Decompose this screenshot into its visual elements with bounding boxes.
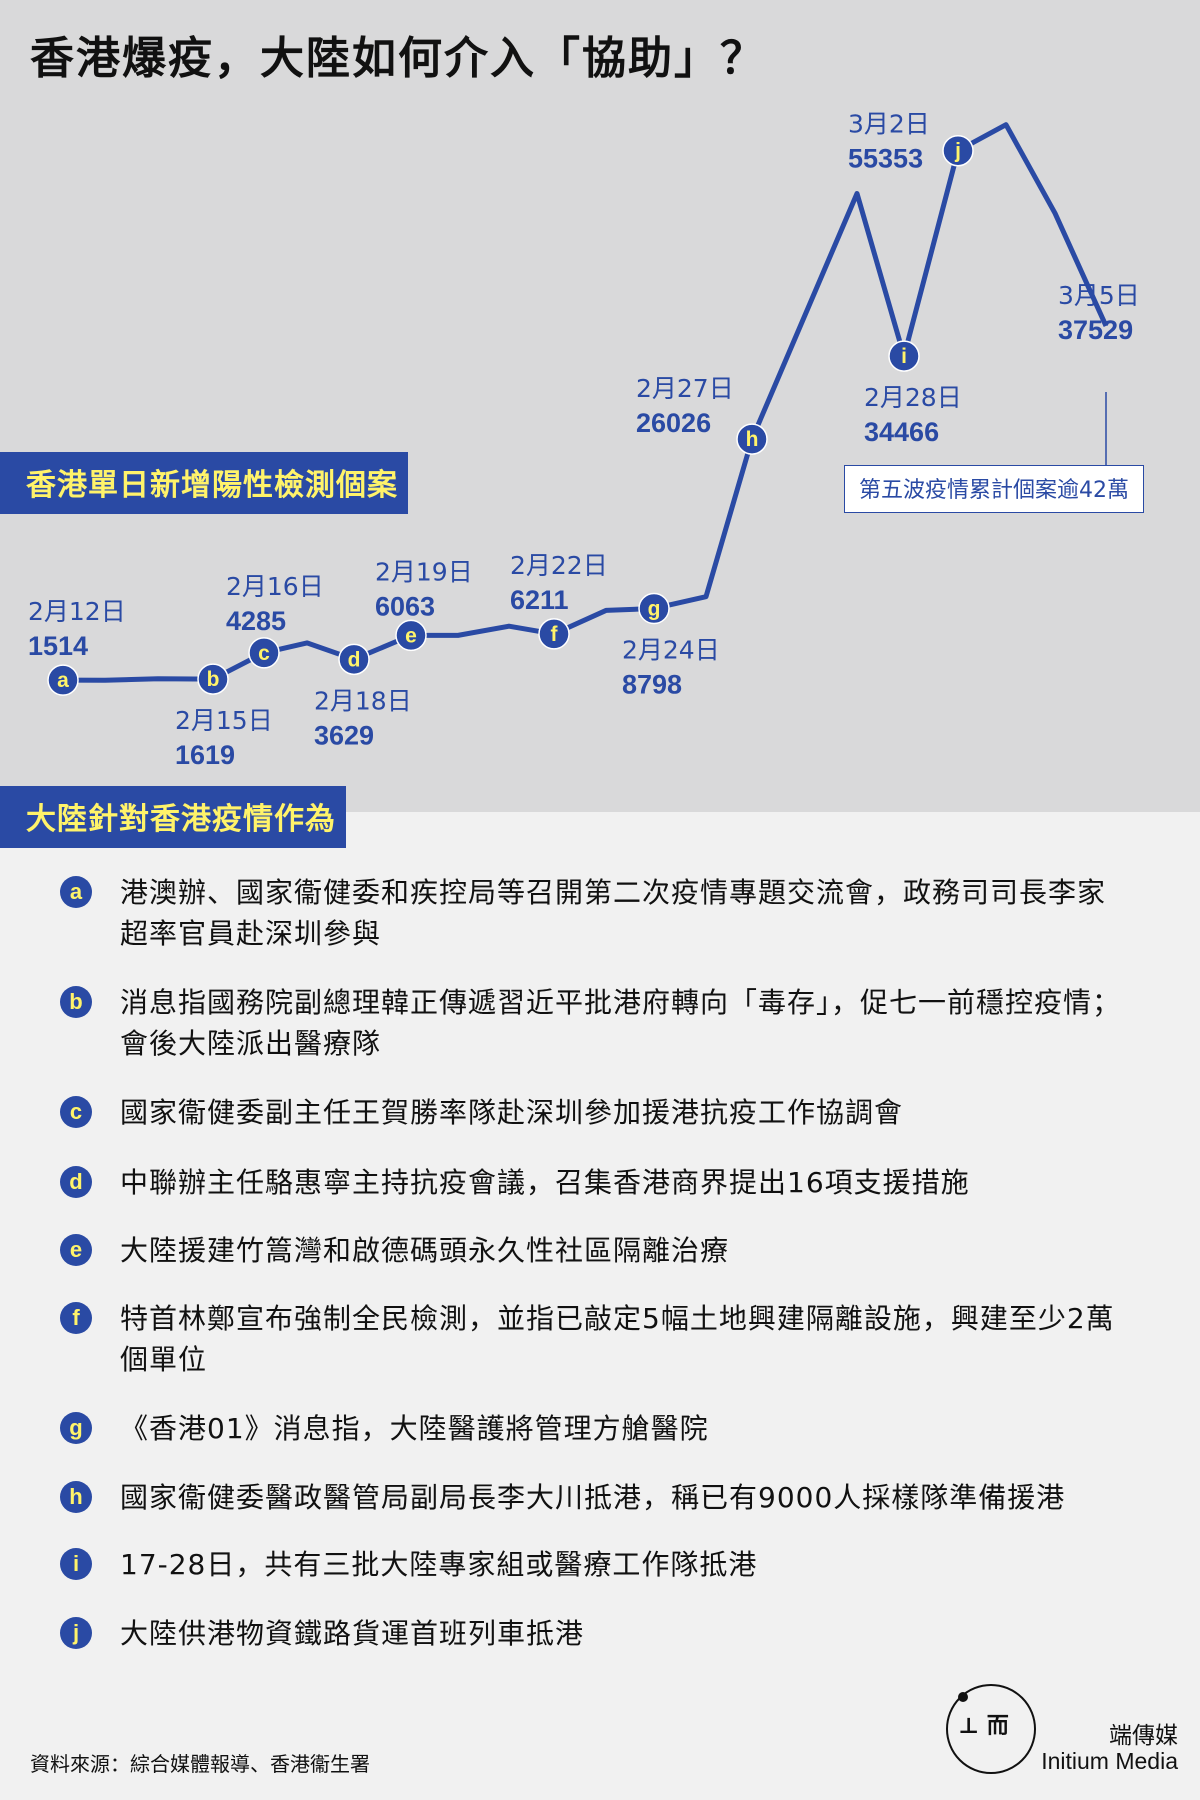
svg-text:a: a [57,669,69,692]
data-label-date: 2月15日 [175,706,273,735]
event-item-e: e 大陸援建竹篙灣和啟德碼頭永久性社區隔離治療 [60,1230,1140,1271]
event-item-j: j 大陸供港物資鐵路貨運首班列車抵港 [60,1613,1140,1654]
data-label-value: 6063 [375,591,435,621]
data-label-value: 1619 [175,740,235,770]
event-text: 《香港01》消息指，大陸醫護將管理方艙醫院 [120,1412,709,1445]
data-label-date: 2月24日 [622,635,720,664]
event-text: 消息指國務院副總理韓正傳遞習近平批港府轉向「毒存」，促七一前穩控疫情；會後大陸派… [120,986,1122,1060]
point-marker-c: c [248,637,280,669]
point-marker-j: j [942,134,974,167]
point-marker-e: e [395,619,427,652]
initium-logo: ⊥ 而 [946,1684,1036,1774]
event-text: 中聯辦主任駱惠寧主持抗疫會議，召集香港商界提出16項支援措施 [120,1166,970,1199]
event-marker: a [60,876,92,908]
event-marker: b [60,986,92,1018]
brand-name-cn: 端傳媒 [1109,1723,1178,1749]
note-box: 第五波疫情累計個案逾42萬 [844,465,1144,513]
event-marker: j [60,1617,92,1649]
event-item-i: i 17-28日，共有三批大陸專家組或醫療工作隊抵港 [60,1544,1140,1585]
data-label-date: 2月16日 [226,572,324,601]
svg-text:i: i [901,345,907,368]
event-marker: i [60,1548,92,1580]
list-label: 大陸針對香港疫情作為 [0,786,346,848]
svg-text:c: c [258,642,270,665]
data-label-value: 1514 [28,631,88,661]
event-text: 大陸援建竹篙灣和啟德碼頭永久性社區隔離治療 [120,1234,730,1267]
series-label: 香港單日新增陽性檢測個案 [0,452,408,514]
data-label-date: 2月28日 [864,383,962,412]
point-marker-f: f [538,618,570,650]
data-label-value: 34466 [864,417,939,447]
svg-text:h: h [746,428,759,451]
data-label-value: 37529 [1058,315,1133,345]
event-marker: g [60,1412,92,1444]
event-text: 國家衞健委醫政醫管局副局長李大川抵港，稱已有9000人採樣隊準備援港 [120,1481,1066,1514]
event-text: 17-28日，共有三批大陸專家組或醫療工作隊抵港 [120,1548,758,1581]
data-label-date: 3月5日 [1058,281,1140,310]
line-chart: a 2月12日 1514 b 2月15日 1619 c 2月16日 4285 d 2月18日 3629… [28,110,1140,770]
event-text: 國家衞健委副主任王賀勝率隊赴深圳參加援港抗疫工作協調會 [120,1096,904,1129]
data-label-date: 2月12日 [28,597,126,626]
chart-area: 香港爆疫，大陸如何介入「協助」？ a 2月12日 1514 b 2月15日 1619 c 2月… [0,0,1200,812]
event-marker: e [60,1234,92,1266]
data-label-date: 2月18日 [314,686,412,715]
event-text: 港澳辦、國家衞健委和疾控局等召開第二次疫情專題交流會，政務司司長李家超率官員赴深… [120,876,1107,950]
point-marker-a: a [47,664,79,696]
event-text: 特首林鄭宣布強制全民檢測，並指已敲定5幅土地興建隔離設施，興建至少2萬個單位 [120,1302,1115,1376]
event-item-b: b 消息指國務院副總理韓正傳遞習近平批港府轉向「毒存」，促七一前穩控疫情；會後大陸… [60,982,1140,1064]
event-marker: h [60,1481,92,1513]
data-label-date: 3月2日 [848,110,930,139]
svg-text:d: d [348,648,361,671]
data-label-value: 4285 [226,606,286,636]
event-item-d: d 中聯辦主任駱惠寧主持抗疫會議，召集香港商界提出16項支援措施 [60,1162,1140,1203]
event-text: 大陸供港物資鐵路貨運首班列車抵港 [120,1617,585,1650]
svg-text:g: g [648,597,661,620]
data-label-date: 2月27日 [636,374,734,403]
event-item-a: a 港澳辦、國家衞健委和疾控局等召開第二次疫情專題交流會，政務司司長李家超率官員赴… [60,872,1140,954]
svg-text:e: e [405,624,417,647]
svg-text:f: f [551,623,559,646]
data-label-date: 2月22日 [510,551,608,580]
source-text: 資料來源：綜合媒體報導、香港衞生署 [30,1752,370,1776]
data-label-value: 26026 [636,408,711,438]
data-label-value: 3629 [314,720,374,750]
data-label-date: 2月19日 [375,557,473,586]
point-marker-d: d [338,643,370,676]
point-marker-h: h [736,423,768,455]
event-marker: c [60,1096,92,1128]
event-item-h: h 國家衞健委醫政醫管局副局長李大川抵港，稱已有9000人採樣隊準備援港 [60,1477,1140,1518]
brand-name-en: Initium Media [1041,1748,1178,1774]
logo-mark: ⊥ 而 [958,1713,1009,1739]
data-label-value: 8798 [622,669,682,699]
event-marker: d [60,1166,92,1198]
svg-text:b: b [207,668,220,691]
data-label-value: 6211 [510,585,569,615]
event-marker: f [60,1302,92,1334]
event-item-g: g 《香港01》消息指，大陸醫護將管理方艙醫院 [60,1408,1140,1449]
data-label-value: 55353 [848,144,923,174]
event-item-f: f 特首林鄭宣布強制全民檢測，並指已敲定5幅土地興建隔離設施，興建至少2萬個單位 [60,1298,1140,1380]
svg-text:j: j [954,140,961,163]
point-marker-i: i [888,340,920,372]
event-item-c: c 國家衞健委副主任王賀勝率隊赴深圳參加援港抗疫工作協調會 [60,1092,1140,1133]
point-marker-g: g [638,592,670,625]
point-marker-b: b [197,663,229,695]
page-title: 香港爆疫，大陸如何介入「協助」？ [30,33,766,84]
logo-dot [958,1692,968,1702]
